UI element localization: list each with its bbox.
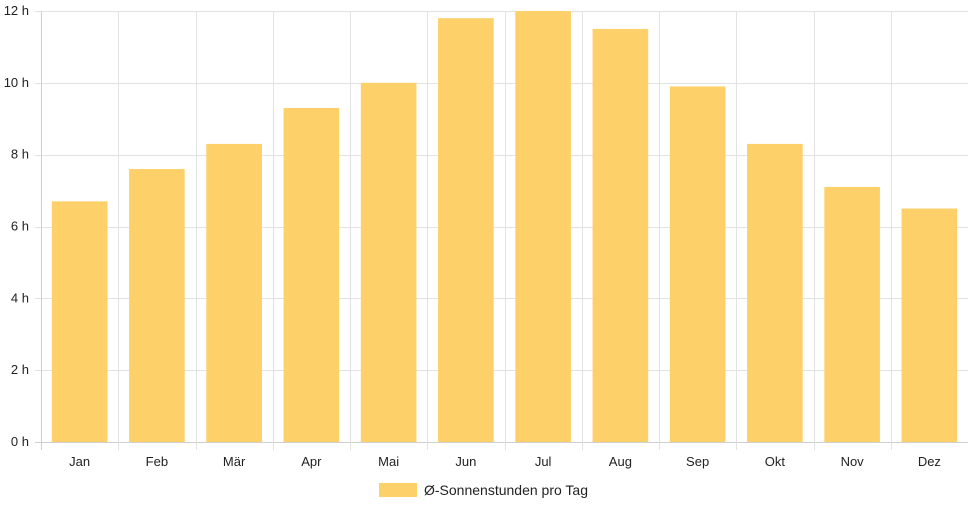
bar-Mär[interactable] — [206, 143, 262, 442]
bar-Apr[interactable] — [283, 107, 340, 442]
x-tick-label: Aug — [609, 454, 632, 469]
x-tick-label: Okt — [765, 454, 786, 469]
x-tick-label: Sep — [686, 454, 709, 469]
x-tick-label: Jan — [69, 454, 90, 469]
x-tick-label: Nov — [841, 454, 865, 469]
y-tick-label: 6 h — [11, 219, 29, 234]
grid-lines — [35, 11, 968, 450]
x-tick-label: Jul — [535, 454, 552, 469]
y-tick-label: 12 h — [4, 3, 29, 18]
y-tick-label: 8 h — [11, 147, 29, 162]
y-tick-label: 4 h — [11, 290, 29, 305]
y-tick-labels: 0 h 2 h 4 h 6 h 8 h 10 h 12 h — [4, 3, 29, 449]
legend-label: Ø-Sonnenstunden pro Tag — [424, 482, 588, 498]
x-tick-label: Dez — [918, 454, 941, 469]
bar-Jan[interactable] — [51, 201, 108, 442]
bar-Dez[interactable] — [901, 208, 958, 442]
x-tick-label: Mär — [223, 454, 246, 469]
legend[interactable]: Ø-Sonnenstunden pro Tag — [379, 482, 588, 498]
bar-Jul[interactable] — [515, 11, 571, 442]
y-tick-label: 10 h — [4, 75, 29, 90]
bar-Sep[interactable] — [669, 86, 726, 443]
legend-swatch — [379, 483, 417, 497]
x-tick-label: Feb — [146, 454, 168, 469]
y-tick-label: 2 h — [11, 362, 29, 377]
y-tick-label: 0 h — [11, 434, 29, 449]
x-tick-labels: Jan Feb Mär Apr Mai Jun Jul Aug Sep Okt Nov Dez — [69, 454, 941, 469]
x-tick-label: Apr — [301, 454, 322, 469]
bar-Aug[interactable] — [592, 28, 649, 442]
bars — [51, 11, 958, 443]
bar-Feb[interactable] — [129, 169, 185, 443]
bar-Jun[interactable] — [438, 18, 494, 443]
bar-Nov[interactable] — [824, 186, 880, 442]
bar-Okt[interactable] — [747, 143, 803, 442]
x-tick-label: Jun — [455, 454, 476, 469]
bar-Mai[interactable] — [360, 82, 417, 442]
x-tick-label: Mai — [378, 454, 399, 469]
